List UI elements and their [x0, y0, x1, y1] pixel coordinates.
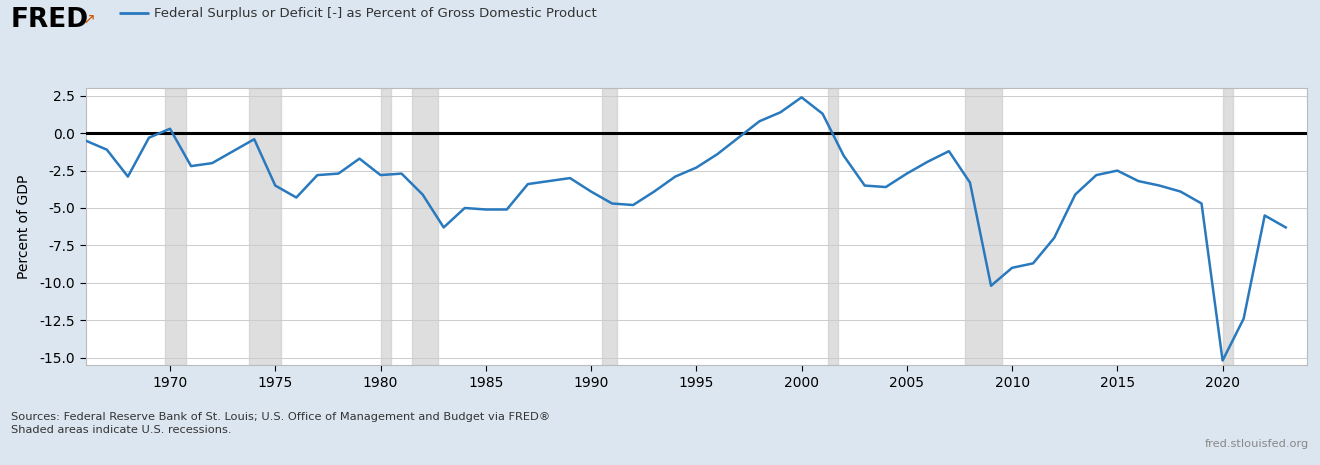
Bar — [165, 88, 186, 365]
Bar — [249, 88, 281, 365]
Bar — [965, 88, 1002, 365]
Text: fred.stlouisfed.org: fred.stlouisfed.org — [1205, 438, 1309, 449]
Bar — [412, 88, 438, 365]
Text: Sources: Federal Reserve Bank of St. Louis; U.S. Office of Management and Budget: Sources: Federal Reserve Bank of St. Lou… — [11, 412, 550, 435]
Text: ↗: ↗ — [83, 12, 96, 27]
Bar — [602, 88, 618, 365]
Bar — [380, 88, 391, 365]
Bar — [828, 88, 838, 365]
Y-axis label: Percent of GDP: Percent of GDP — [17, 174, 30, 279]
Text: Federal Surplus or Deficit [-] as Percent of Gross Domestic Product: Federal Surplus or Deficit [-] as Percen… — [154, 7, 597, 20]
Text: FRED: FRED — [11, 7, 88, 33]
Bar — [1222, 88, 1233, 365]
